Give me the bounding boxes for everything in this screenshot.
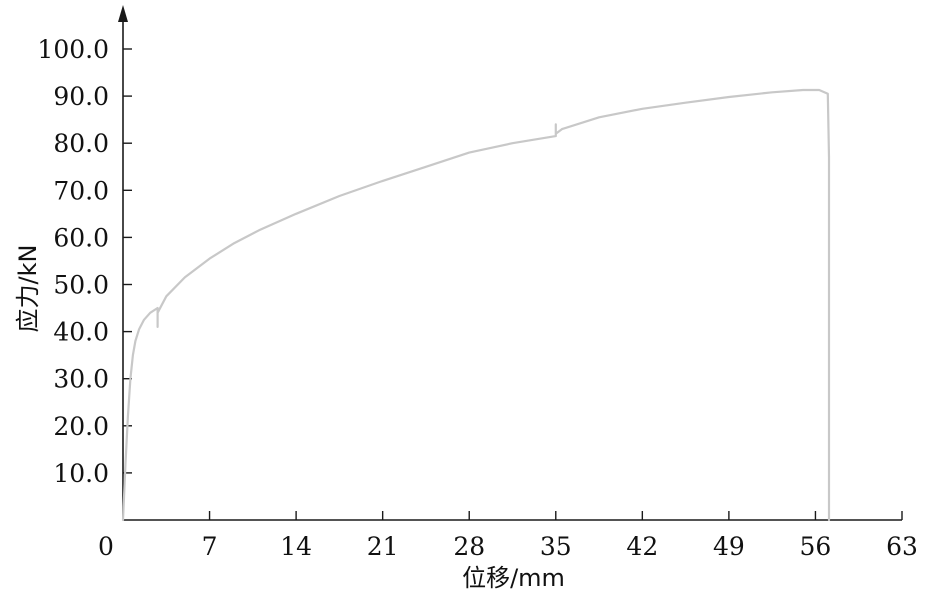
y-tick-label: 60.0 [53,223,109,252]
x-tick-label: 21 [367,532,399,561]
x-tick-label: 7 [202,532,218,561]
y-tick-label: 30.0 [53,365,109,394]
y-tick-label: 20.0 [53,412,109,441]
x-tick-label: 63 [886,532,918,561]
x-tick-label: 49 [713,532,745,561]
x-tick-label: 42 [626,532,658,561]
y-tick-label: 100.0 [37,35,109,64]
y-tick-label: 10.0 [53,459,109,488]
x-tick-label: 28 [453,532,485,561]
x-tick-label: 0 [98,532,114,561]
x-tick-label: 14 [280,532,312,561]
y-tick-label: 50.0 [53,271,109,300]
series-line [121,88,831,522]
series-group [121,88,831,522]
y-axis-title: 应力/kN [14,245,42,333]
y-tick-label: 70.0 [53,176,109,205]
x-tick-label: 35 [540,532,572,561]
x-ticks: 0 7 14 21 28 35 42 49 56 63 [98,511,918,561]
axes [118,5,902,521]
y-ticks: 10.0 20.0 30.0 40.0 50.0 60.0 70.0 80.0 90.0 100.… [37,35,132,488]
y-tick-label: 90.0 [53,82,109,111]
y-tick-label: 80.0 [53,129,109,158]
y-tick-label: 40.0 [53,318,109,347]
x-tick-label: 56 [800,532,832,561]
y-axis-arrowhead [118,5,128,22]
x-axis-title: 位移/mm [462,564,565,592]
